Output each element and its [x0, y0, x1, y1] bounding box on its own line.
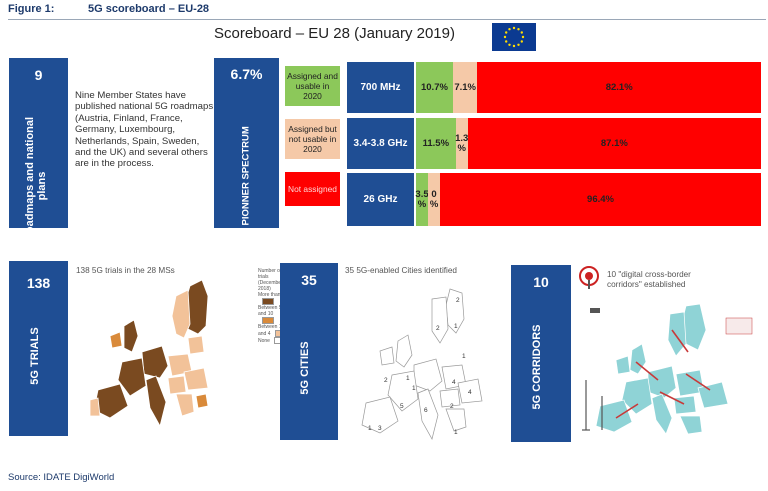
city-count-label: 4 — [452, 379, 456, 386]
cities-label: 5G CITIES — [299, 341, 311, 395]
eu-trials-map — [89, 279, 209, 428]
figure-header — [8, 2, 766, 20]
bar-segment: 87.1% — [467, 118, 761, 169]
bar-segment: 96.4% — [440, 173, 761, 226]
bar-value-label: 82.1% — [605, 81, 633, 93]
legend-not-assigned: Not assigned — [285, 172, 340, 206]
bar-segment: 11.5% — [416, 118, 456, 169]
bar-segment: 7.1% — [452, 62, 478, 113]
city-count-label: 2 — [384, 377, 388, 384]
cities-caption: 35 5G-enabled Cities identified — [345, 266, 457, 275]
eu-corridors-map — [576, 300, 756, 435]
figure-title: 5G scoreboard – EU-28 — [88, 3, 210, 15]
legend-item: Between 5 and 10 — [258, 305, 288, 324]
cities-tile: 35 5G CITIES — [280, 263, 338, 440]
band-bar-3-4-3-8ghz: 11.5% 1.3 % 87.1% — [416, 118, 761, 169]
band-row: 26 GHz 3.5 % 0 % 96.4% — [347, 173, 761, 226]
eu-flag-icon — [492, 23, 536, 51]
bar-segment: 1.3 % — [455, 118, 469, 169]
city-count-label: 1 — [454, 323, 458, 330]
spectrum-bar-chart: 700 MHz 10.7% 7.1% 82.1% 3.4-3.8 GHz 11.5%… — [347, 62, 761, 226]
bar-segment: 10.7% — [416, 62, 453, 113]
bar-value-label: 0 % — [429, 188, 439, 210]
city-count-label: 3 — [378, 425, 382, 432]
city-count-label: 2 — [456, 297, 460, 304]
city-count-label: 1 — [406, 375, 410, 382]
legend-assigned-not-usable: Assigned but not usable in 2020 — [285, 119, 340, 159]
trials-legend-title: Number of trials (December 2018) — [258, 268, 283, 292]
city-count-label: 4 — [468, 389, 472, 396]
bar-segment: 82.1% — [477, 62, 761, 113]
trials-caption: 138 5G trials in the 28 MSs — [76, 266, 175, 275]
roadmaps-label: 5G roadmaps and national plans — [24, 116, 48, 256]
bar-value-label: 11.5% — [422, 137, 450, 149]
bar-value-label: 87.1% — [600, 137, 628, 149]
bar-value-label: 3.5 % — [415, 188, 429, 210]
band-label: 26 GHz — [347, 173, 414, 226]
city-count-label: 1 — [368, 425, 372, 432]
scoreboard-title: Scoreboard – EU 28 (January 2019) — [214, 25, 455, 42]
bar-value-label: 1.3 % — [455, 132, 469, 154]
band-label: 700 MHz — [347, 62, 414, 113]
trials-tile: 138 5G TRIALS — [9, 261, 68, 436]
band-label: 3.4-3.8 GHz — [347, 118, 414, 169]
bar-value-label: 10.7% — [420, 81, 448, 93]
city-count-label: 5 — [400, 403, 404, 410]
band-row: 700 MHz 10.7% 7.1% 82.1% — [347, 62, 761, 113]
eu-cities-map — [361, 288, 483, 440]
city-count-label: 2 — [436, 325, 440, 332]
spectrum-share: 6.7% — [230, 66, 263, 82]
legend-assigned-usable: Assigned and usable in 2020 — [285, 66, 340, 106]
cities-map-labels: 2 2 1 1 2 1 4 5 6 2 1 1 3 4 1 — [350, 285, 500, 445]
city-count-label: 6 — [424, 407, 428, 414]
corridors-tile: 10 5G CORRIDORS — [511, 265, 571, 442]
cities-count: 35 — [301, 272, 317, 288]
corridors-label: 5G CORRIDORS — [531, 324, 543, 410]
roadmaps-description: Nine Member States have published nation… — [75, 90, 214, 170]
bar-value-label: 7.1% — [454, 81, 476, 93]
legend-item: More than 10 — [258, 292, 288, 305]
band-bar-26ghz: 3.5 % 0 % 96.4% — [415, 173, 761, 226]
cross-border-icon — [579, 266, 599, 289]
trials-count: 138 — [26, 275, 51, 291]
bar-segment: 3.5 % — [415, 173, 429, 226]
trials-label: 5G TRIALS — [29, 327, 41, 385]
spectrum-tile: 6.7% 5G PIONNER SPECTRUM — [214, 58, 279, 241]
roadmaps-count: 9 — [34, 67, 43, 83]
source-note: Source: IDATE DigiWorld — [8, 472, 115, 483]
city-count-label: 2 — [450, 403, 454, 410]
spectrum-label: 5G PIONNER SPECTRUM — [240, 126, 252, 241]
city-count-label: 1 — [462, 353, 466, 360]
band-bar-700mhz: 10.7% 7.1% 82.1% — [416, 62, 761, 113]
figure-label: Figure 1: — [8, 3, 55, 15]
band-row: 3.4-3.8 GHz 11.5% 1.3 % 87.1% — [347, 118, 761, 169]
corridors-caption: 10 "digital cross-border corridors" esta… — [607, 270, 691, 289]
city-count-label: 1 — [454, 429, 458, 436]
roadmaps-tile: 9 5G roadmaps and national plans — [9, 58, 68, 255]
city-count-label: 1 — [412, 385, 416, 392]
bar-value-label: 96.4% — [587, 193, 614, 205]
corridors-count: 10 — [533, 274, 549, 290]
bar-segment: 0 % — [428, 173, 441, 226]
